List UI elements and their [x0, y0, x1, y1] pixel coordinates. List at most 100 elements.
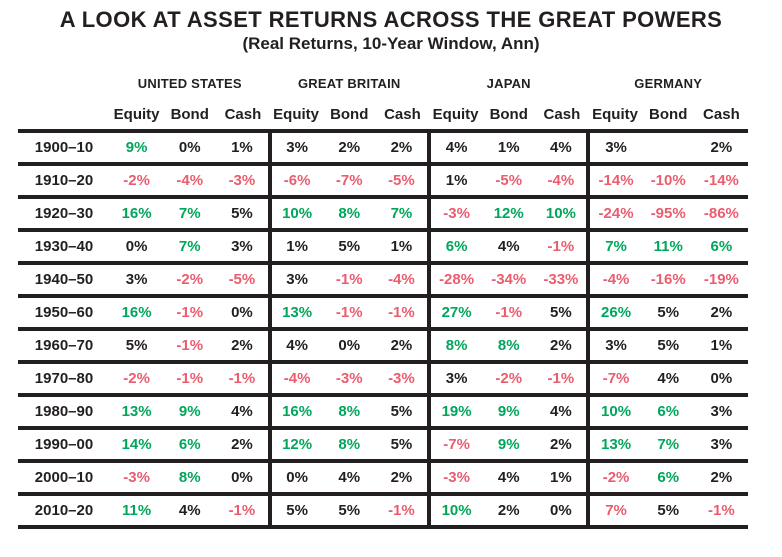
return-cell: -34%	[482, 263, 536, 298]
return-cell: -3%	[375, 362, 429, 397]
return-cell: 1%	[694, 329, 748, 364]
return-cell: 0%	[535, 494, 589, 529]
period-label: 1990–00	[18, 428, 110, 463]
return-cell: 13%	[267, 296, 323, 331]
return-cell: 2%	[694, 131, 748, 166]
return-cell: 1%	[375, 230, 429, 265]
asset-header-equity: Equity	[429, 99, 483, 133]
return-cell: -1%	[322, 296, 376, 331]
return-cell: 4%	[482, 461, 536, 496]
asset-header-cash: Cash	[694, 99, 748, 133]
return-cell: 3%	[426, 362, 483, 397]
return-cell: 7%	[163, 197, 217, 232]
return-cell: 6%	[641, 395, 695, 430]
period-label: 1950–60	[18, 296, 110, 331]
return-cell: -5%	[482, 164, 536, 199]
return-cell: 3%	[267, 131, 323, 166]
return-cell: -7%	[322, 164, 376, 199]
return-cell: -14%	[694, 164, 748, 199]
return-cell: 5%	[641, 494, 695, 529]
return-cell: -5%	[216, 263, 270, 298]
return-cell: 1%	[426, 164, 483, 199]
return-cell: 6%	[641, 461, 695, 496]
table-row: 1990–00 14% 6% 2% 12% 8% 5% -7% 9% 2% 13% 7% 3%	[18, 428, 748, 463]
asset-header-equity: Equity	[588, 99, 642, 133]
return-cell: 8%	[322, 395, 376, 430]
return-cell: 16%	[110, 197, 164, 232]
return-cell: -5%	[375, 164, 429, 199]
country-header-united-states: UNITED STATES	[137, 75, 242, 91]
asset-header-equity: Equity	[269, 99, 323, 133]
return-cell: -28%	[426, 263, 483, 298]
return-cell: 16%	[267, 395, 323, 430]
return-cell: 0%	[322, 329, 376, 364]
asset-returns-infographic: A LOOK AT ASSET RETURNS ACROSS THE GREAT…	[18, 7, 748, 529]
return-cell: -1%	[482, 296, 536, 331]
return-cell: 3%	[586, 131, 642, 166]
return-cell: -1%	[322, 263, 376, 298]
return-cell: -2%	[110, 164, 164, 199]
asset-header-bond: Bond	[163, 99, 217, 133]
period-label: 1930–40	[18, 230, 110, 265]
return-cell: 13%	[110, 395, 164, 430]
return-cell: -1%	[535, 230, 589, 265]
return-cell: 3%	[216, 230, 270, 265]
return-cell: 2%	[694, 461, 748, 496]
asset-header-equity: Equity	[110, 99, 164, 133]
return-cell: 5%	[641, 329, 695, 364]
return-cell: -1%	[163, 296, 217, 331]
return-cell: -2%	[586, 461, 642, 496]
table-row: 1910–20 -2% -4% -3% -6% -7% -5% 1% -5% -4% -14% -10…	[18, 164, 748, 199]
return-cell: 8%	[322, 428, 376, 463]
return-cell: 8%	[322, 197, 376, 232]
return-cell: 16%	[110, 296, 164, 331]
return-cell: 6%	[163, 428, 217, 463]
return-cell: 2%	[535, 428, 589, 463]
period-label: 1980–90	[18, 395, 110, 430]
return-cell: -1%	[216, 362, 270, 397]
return-cell: -1%	[375, 296, 429, 331]
asset-header-cash: Cash	[216, 99, 270, 133]
period-label: 2000–10	[18, 461, 110, 496]
table-row: 1930–40 0% 7% 3% 1% 5% 1% 6% 4% -1% 7% 11% 6%	[18, 230, 748, 265]
return-cell: 4%	[163, 494, 217, 529]
return-cell: 19%	[426, 395, 483, 430]
return-cell: 4%	[426, 131, 483, 166]
return-cell	[641, 131, 695, 166]
return-cell: -14%	[586, 164, 642, 199]
return-cell: 2%	[694, 296, 748, 331]
asset-header-bond: Bond	[482, 99, 536, 133]
return-cell: 3%	[694, 395, 748, 430]
returns-table: UNITED STATES GREAT BRITAIN JAPAN GERMAN…	[18, 67, 748, 529]
return-cell: 9%	[163, 395, 217, 430]
table-row: 1980–90 13% 9% 4% 16% 8% 5% 19% 9% 4% 10% 6% 3%	[18, 395, 748, 430]
return-cell: -2%	[482, 362, 536, 397]
period-label: 1920–30	[18, 197, 110, 232]
return-cell: 4%	[535, 131, 589, 166]
period-label: 1970–80	[18, 362, 110, 397]
return-cell: -7%	[586, 362, 642, 397]
return-cell: -95%	[641, 197, 695, 232]
return-cell: 5%	[267, 494, 323, 529]
return-cell: 1%	[535, 461, 589, 496]
return-cell: 5%	[216, 197, 270, 232]
table-row: 1960–70 5% -1% 2% 4% 0% 2% 8% 8% 2% 3% 5% 1%	[18, 329, 748, 364]
return-cell: -3%	[110, 461, 164, 496]
return-cell: -3%	[426, 461, 483, 496]
table-row: 1900–10 9% 0% 1% 3% 2% 2% 4% 1% 4% 3% 2%	[18, 131, 748, 166]
return-cell: 0%	[694, 362, 748, 397]
return-cell: 7%	[375, 197, 429, 232]
return-cell: 5%	[535, 296, 589, 331]
table-row: 1940–50 3% -2% -5% 3% -1% -4% -28% -34% -33% -4% -1…	[18, 263, 748, 298]
return-cell: -3%	[426, 197, 483, 232]
asset-header-blank	[18, 99, 110, 133]
return-cell: 12%	[267, 428, 323, 463]
page-subtitle: (Real Returns, 10-Year Window, Ann)	[242, 34, 540, 53]
return-cell: -24%	[586, 197, 642, 232]
return-cell: -4%	[375, 263, 429, 298]
return-cell: -16%	[641, 263, 695, 298]
return-cell: 5%	[641, 296, 695, 331]
return-cell: 5%	[375, 428, 429, 463]
return-cell: 5%	[375, 395, 429, 430]
return-cell: -1%	[694, 494, 748, 529]
